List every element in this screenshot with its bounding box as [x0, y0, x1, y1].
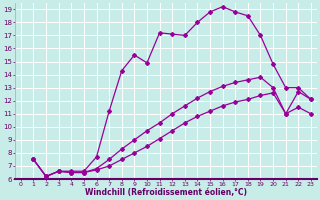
X-axis label: Windchill (Refroidissement éolien,°C): Windchill (Refroidissement éolien,°C) [85, 188, 247, 197]
